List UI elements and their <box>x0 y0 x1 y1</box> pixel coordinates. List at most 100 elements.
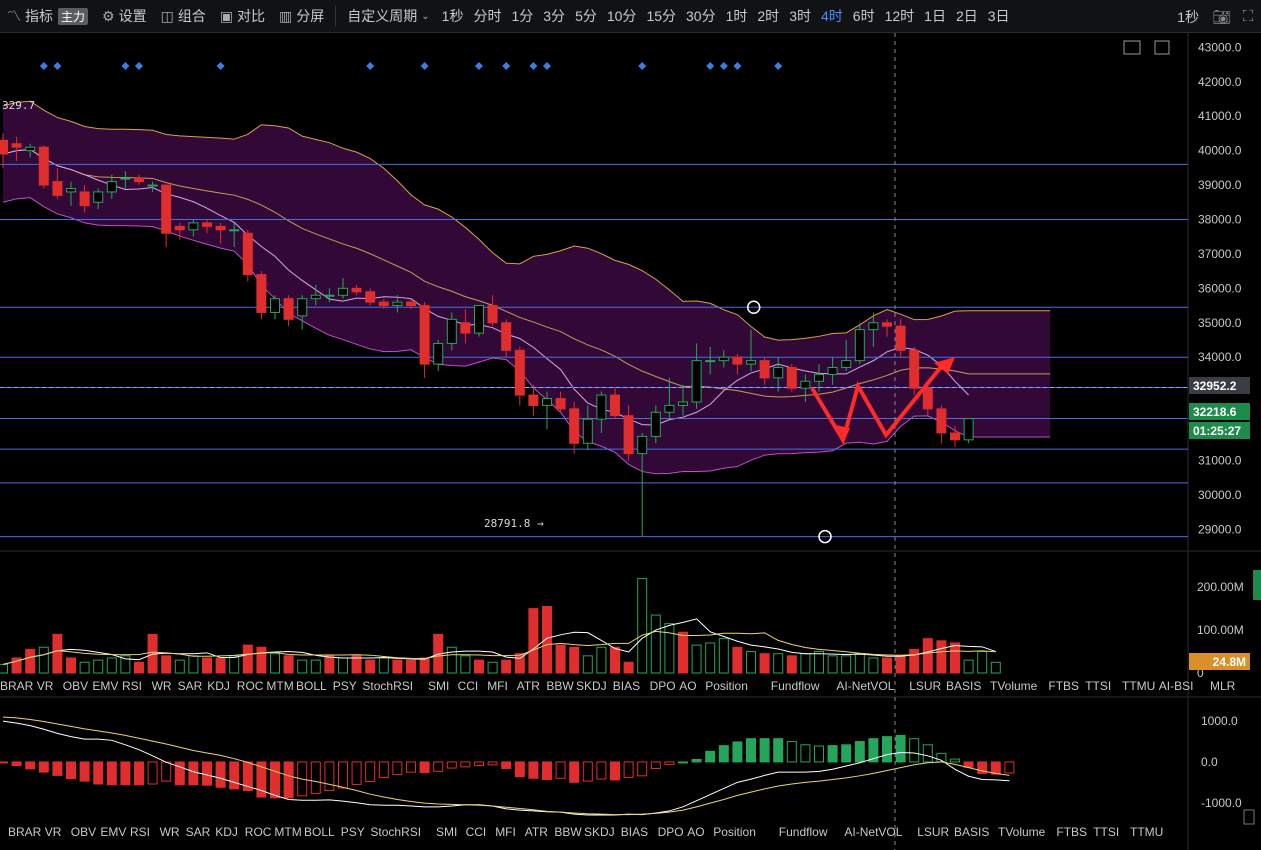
macd-tabs-wr[interactable]: WR <box>159 825 180 839</box>
volume-tabs-ttsi[interactable]: TTSI <box>1085 679 1112 693</box>
macd-tabs-obv[interactable]: OBV <box>70 825 97 839</box>
fullscreen-icon[interactable]: ⛶ <box>1242 8 1254 25</box>
compare-button[interactable]: ▣ 对比 <box>213 0 272 33</box>
interval-8[interactable]: 1时 <box>725 8 748 24</box>
volume-tabs-mlr[interactable]: MLR <box>1210 679 1236 693</box>
volume-tabs-atr[interactable]: ATR <box>516 679 540 693</box>
volume-tabs-ai-bsi[interactable]: AI-BSI <box>1158 679 1194 693</box>
volume-tabs-position[interactable]: Position <box>705 679 748 693</box>
volume-tabs-brar[interactable]: BRAR <box>0 679 34 693</box>
volume-tabs-boll[interactable]: BOLL <box>296 679 327 693</box>
indicators-button[interactable]: 〽 指标 主力 <box>0 0 95 33</box>
macd-tabs-boll[interactable]: BOLL <box>304 825 335 839</box>
volume-bar <box>338 657 348 674</box>
volume-tabs-emv[interactable]: EMV <box>92 679 119 693</box>
candle-body <box>324 294 335 297</box>
interval-12[interactable]: 6时 <box>852 8 875 24</box>
macd-tabs-sar[interactable]: SAR <box>185 825 211 839</box>
macd-tabs-ao[interactable]: AO <box>687 825 705 839</box>
macd-tabs-kdj[interactable]: KDJ <box>215 825 238 839</box>
interval-13[interactable]: 12时 <box>884 8 915 24</box>
settings-button[interactable]: ⚙ 设置 <box>95 0 154 33</box>
volume-tabs-sar[interactable]: SAR <box>177 679 203 693</box>
interval-11[interactable]: 4时 <box>820 8 843 24</box>
right-interval-button[interactable]: 1秒 <box>1177 8 1199 25</box>
volume-tabs-rsi[interactable]: RSI <box>122 679 143 693</box>
interval-16[interactable]: 3日 <box>987 8 1010 24</box>
volume-tabs-skdj[interactable]: SKDJ <box>576 679 607 693</box>
macd-tabs-ftbs[interactable]: FTBS <box>1056 825 1088 839</box>
interval-4[interactable]: 5分 <box>575 8 597 24</box>
volume-tabs-basis[interactable]: BASIS <box>946 679 982 693</box>
volume-tabs-bias[interactable]: BIAS <box>612 679 641 693</box>
interval-9[interactable]: 2时 <box>757 8 780 24</box>
interval-1[interactable]: 分时 <box>473 8 502 24</box>
macd-tabs-roc[interactable]: ROC <box>244 825 272 839</box>
volume-tabs-stochrsi[interactable]: StochRSI <box>362 679 414 693</box>
interval-2[interactable]: 1分 <box>511 8 534 24</box>
macd-tabs-psy[interactable]: PSY <box>340 825 365 839</box>
macd-tabs-tvolume[interactable]: TVolume <box>998 825 1046 839</box>
interval-3[interactable]: 3分 <box>543 8 566 24</box>
macd-tabs-mfi[interactable]: MFI <box>495 825 516 839</box>
interval-14[interactable]: 1日 <box>924 8 946 24</box>
candle-body <box>678 401 688 406</box>
macd-tabs-ai-netvol[interactable]: AI-NetVOL <box>844 825 903 839</box>
volume-tabs-ai-netvol[interactable]: AI-NetVOL <box>836 679 895 693</box>
volume-tabs-tvolume[interactable]: TVolume <box>990 679 1038 693</box>
macd-tabs-dpo[interactable]: DPO <box>657 825 684 839</box>
interval-5[interactable]: 10分 <box>606 8 637 24</box>
macd-tabs-brar[interactable]: BRAR <box>8 825 42 839</box>
volume-bar <box>582 655 593 674</box>
macd-tabs-skdj[interactable]: SKDJ <box>584 825 615 839</box>
volume-tabs-kdj[interactable]: KDJ <box>207 679 230 693</box>
interval-10[interactable]: 3时 <box>789 8 811 24</box>
macd-tabs-mtm[interactable]: MTM <box>274 825 302 839</box>
volume-tabs-smi[interactable]: SMI <box>428 679 450 693</box>
volume-tabs-ao[interactable]: AO <box>679 679 697 693</box>
macd-tabs-ttsi[interactable]: TTSI <box>1093 825 1120 839</box>
macd-histogram-bar <box>1004 761 1015 774</box>
volume-tabs-mfi[interactable]: MFI <box>487 679 508 693</box>
volume-tabs-dpo[interactable]: DPO <box>649 679 676 693</box>
macd-tabs-ttmu[interactable]: TTMU <box>1130 825 1164 839</box>
volume-tabs-fundflow[interactable]: Fundflow <box>770 679 820 693</box>
macd-tabs-position[interactable]: Position <box>713 825 756 839</box>
interval-7[interactable]: 30分 <box>686 8 716 24</box>
signal-diamond <box>39 62 48 70</box>
volume-tabs-bbw[interactable]: BBW <box>546 679 574 693</box>
volume-bar <box>134 661 144 674</box>
interval-0[interactable]: 1秒 <box>441 8 464 24</box>
volume-tabs-psy[interactable]: PSY <box>332 679 357 693</box>
trading-chart[interactable]: 43000.0 42000.0 41000.0 40000.0 39000.0 38000… <box>0 33 1261 850</box>
macd-tabs-fundflow[interactable]: Fundflow <box>778 825 828 839</box>
split-screen-button[interactable]: ▥ 分屏 <box>272 0 331 33</box>
candle-body <box>419 305 430 365</box>
macd-tabs-lsur[interactable]: LSUR <box>917 825 950 839</box>
volume-tabs-ftbs[interactable]: FTBS <box>1048 679 1080 693</box>
combo-button[interactable]: ◫ 组合 <box>154 0 213 33</box>
camera-icon[interactable]: 📷︎ <box>1212 8 1232 26</box>
volume-tabs-roc[interactable]: ROC <box>236 679 264 693</box>
volume-tabs-cci[interactable]: CCI <box>457 679 479 693</box>
volume-tabs-obv[interactable]: OBV <box>62 679 89 693</box>
candle-body <box>950 432 960 441</box>
macd-tabs-vr[interactable]: VR <box>44 825 62 839</box>
volume-tabs-wr[interactable]: WR <box>151 679 172 693</box>
macd-tabs-stochrsi[interactable]: StochRSI <box>370 825 422 839</box>
interval-15[interactable]: 2日 <box>955 8 978 24</box>
macd-tabs-basis[interactable]: BASIS <box>954 825 990 839</box>
macd-tabs-smi[interactable]: SMI <box>436 825 458 839</box>
macd-tabs-rsi[interactable]: RSI <box>130 825 151 839</box>
volume-tabs-mtm[interactable]: MTM <box>266 679 294 693</box>
macd-tabs-atr[interactable]: ATR <box>524 825 548 839</box>
volume-tabs-ttmu[interactable]: TTMU <box>1122 679 1156 693</box>
volume-tabs-vr[interactable]: VR <box>36 679 54 693</box>
macd-tabs-emv[interactable]: EMV <box>100 825 127 839</box>
macd-tabs-bbw[interactable]: BBW <box>554 825 582 839</box>
macd-tabs-cci[interactable]: CCI <box>465 825 487 839</box>
interval-6[interactable]: 15分 <box>646 8 677 24</box>
volume-tabs-lsur[interactable]: LSUR <box>909 679 942 693</box>
custom-period-dropdown[interactable]: 自定义周期 ⌄ <box>340 0 436 33</box>
macd-tabs-bias[interactable]: BIAS <box>620 825 649 839</box>
